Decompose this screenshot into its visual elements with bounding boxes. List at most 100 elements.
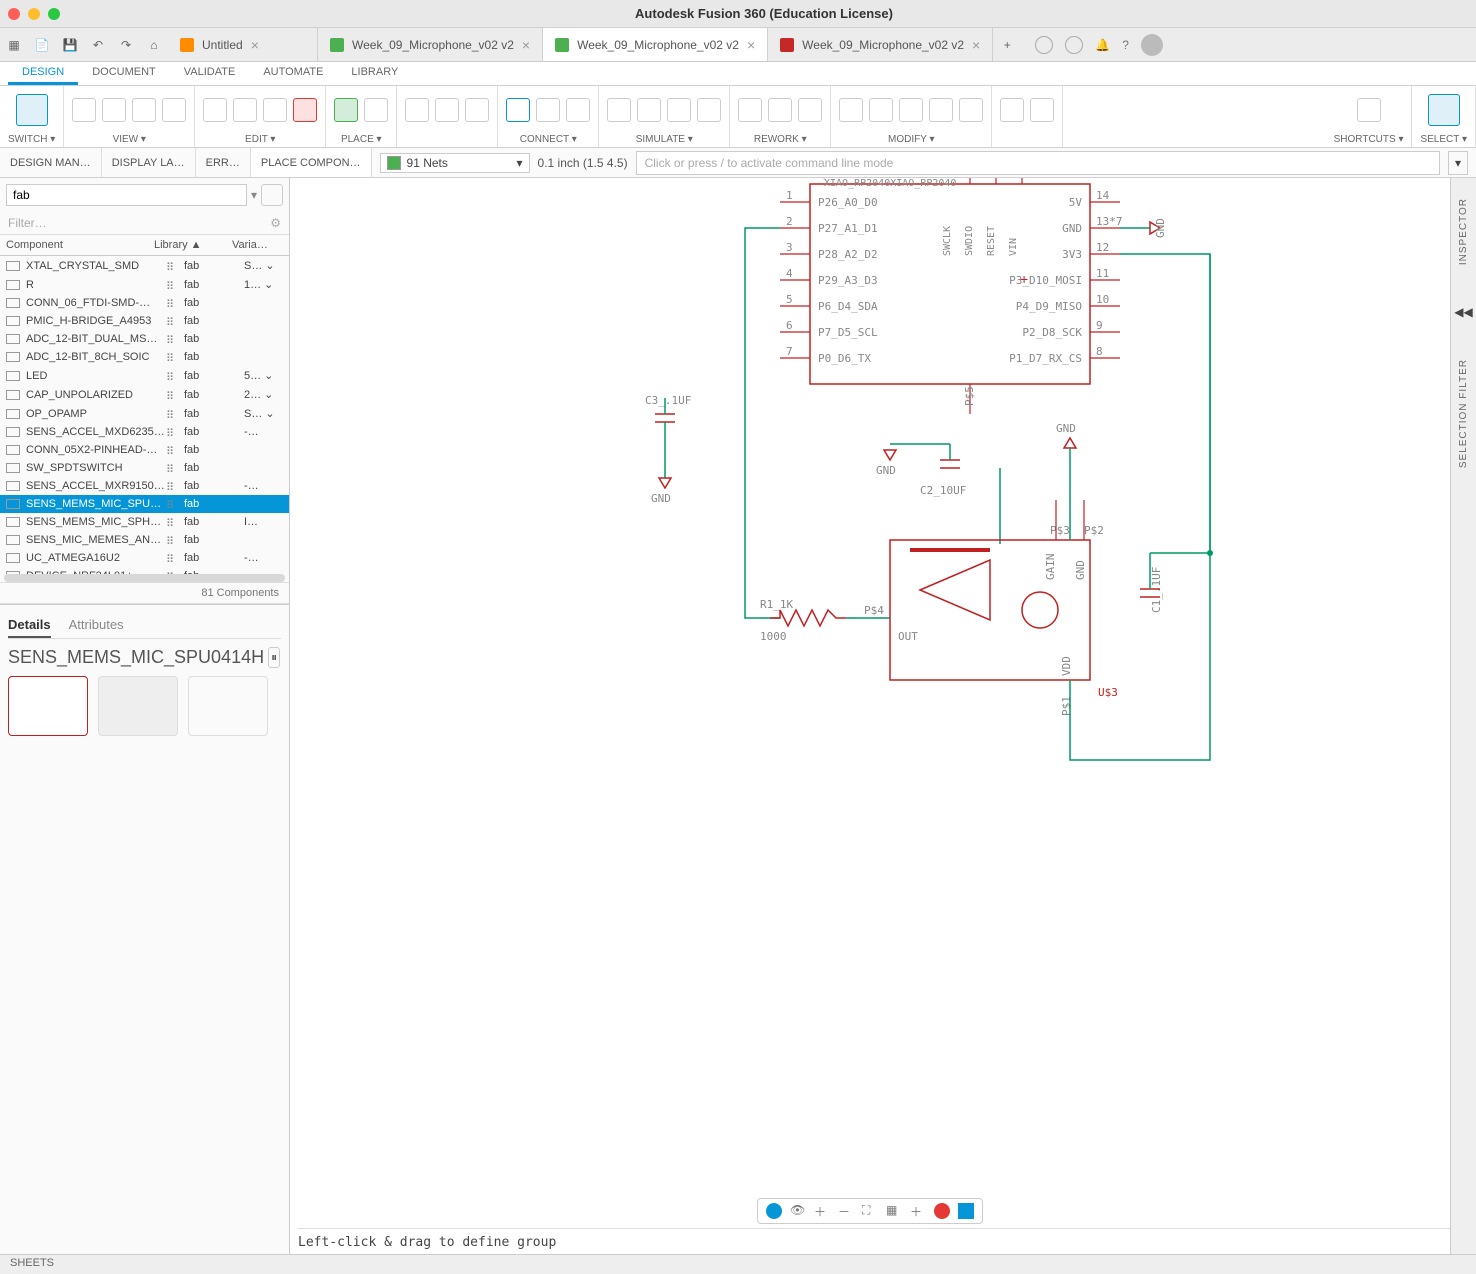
ribbon-tool-icon[interactable] — [132, 98, 156, 122]
home-icon[interactable]: ⌂ — [140, 28, 168, 61]
zoom-out-icon[interactable]: － — [838, 1203, 854, 1219]
ribbon-tool-icon[interactable] — [1000, 98, 1024, 122]
ribbon-tool-icon[interactable] — [697, 98, 721, 122]
window-controls[interactable] — [8, 8, 60, 20]
ribbon-tool-icon[interactable] — [798, 98, 822, 122]
ribbon-group-label[interactable]: PLACE ▾ — [341, 134, 382, 145]
component-table-header[interactable]: Component Library ▲ Varia… — [0, 235, 289, 256]
horizontal-scrollbar[interactable] — [4, 574, 285, 582]
extensions-icon[interactable] — [1035, 36, 1053, 54]
ribbon-tool-icon[interactable] — [203, 98, 227, 122]
subtab-place-components[interactable]: PLACE COMPON… — [251, 148, 372, 177]
close-icon[interactable] — [8, 8, 20, 20]
component-row[interactable]: SW_SPDTSWITCH ⠿ fab — [0, 459, 289, 477]
ribbon-tool-icon[interactable] — [162, 98, 186, 122]
notifications-icon[interactable]: 🔔 — [1095, 38, 1110, 52]
inspector-panel[interactable]: INSPECTOR — [1458, 198, 1469, 265]
ribbon-group-label[interactable]: SWITCH ▾ — [8, 134, 55, 145]
ribbon-group-label[interactable]: SIMULATE ▾ — [636, 134, 693, 145]
attributes-tab[interactable]: Attributes — [69, 613, 124, 638]
ribbon-tool-icon[interactable] — [1428, 94, 1460, 126]
tab-close-icon[interactable]: × — [747, 37, 755, 53]
filter-settings-icon[interactable]: ⚙ — [270, 216, 281, 230]
command-line[interactable]: Click or press / to activate command lin… — [636, 151, 1440, 175]
subtab-design-manager[interactable]: DESIGN MAN… — [0, 148, 102, 177]
component-row[interactable]: OP_OPAMP ⠿ fab S… ⌄ — [0, 404, 289, 423]
minimize-icon[interactable] — [28, 8, 40, 20]
stop-icon[interactable] — [934, 1203, 950, 1219]
ribbon-tool-icon[interactable] — [839, 98, 863, 122]
ribbon-tool-icon[interactable] — [869, 98, 893, 122]
ribbon-tool-icon[interactable] — [465, 98, 489, 122]
ribbon-tool-icon[interactable] — [929, 98, 953, 122]
ribbon-tool-icon[interactable] — [334, 98, 358, 122]
sheets-label[interactable]: SHEETS — [10, 1257, 54, 1269]
ribbon-group-label[interactable]: SELECT ▾ — [1420, 134, 1467, 145]
ribbon-tool-icon[interactable] — [364, 98, 388, 122]
help-icon[interactable]: ? — [1122, 38, 1129, 52]
component-row[interactable]: CONN_05X2-PINHEAD-… ⠿ fab — [0, 441, 289, 459]
new-tab-icon[interactable]: + — [993, 28, 1021, 61]
ribbon-tool-icon[interactable] — [102, 98, 126, 122]
save-icon[interactable]: 💾 — [56, 28, 84, 61]
ribbon-group-label[interactable]: SHORTCUTS ▾ — [1334, 134, 1404, 145]
maximize-icon[interactable] — [48, 8, 60, 20]
ribbon-tool-icon[interactable] — [899, 98, 923, 122]
select-icon[interactable] — [958, 1203, 974, 1219]
crosshair-icon[interactable]: ＋ — [910, 1203, 926, 1219]
menu-library[interactable]: LIBRARY — [337, 62, 412, 85]
ribbon-tool-icon[interactable] — [768, 98, 792, 122]
component-row[interactable]: LED ⠿ fab 5… ⌄ — [0, 366, 289, 385]
footprint-preview[interactable] — [98, 676, 178, 736]
component-row[interactable]: SENS_MEMS_MIC_SPU… ⠿ fab — [0, 495, 289, 513]
visibility-icon[interactable]: 👁 — [790, 1203, 806, 1219]
3d-preview[interactable] — [188, 676, 268, 736]
subtab-errors[interactable]: ERR… — [196, 148, 251, 177]
component-row[interactable]: SENS_MIC_MEMES_ANA… ⠿ fab — [0, 531, 289, 549]
tab-close-icon[interactable]: × — [972, 37, 980, 53]
zoom-fit-icon[interactable]: ⛶ — [862, 1203, 878, 1219]
col-component[interactable]: Component — [0, 235, 148, 255]
ribbon-tool-icon[interactable] — [72, 98, 96, 122]
doc-tab-1[interactable]: Week_09_Microphone_v02 v2 × — [318, 28, 543, 61]
component-row[interactable]: SENS_ACCEL_MXR9150… ⠿ fab -… — [0, 477, 289, 495]
ribbon-group-label[interactable]: EDIT ▾ — [245, 134, 275, 145]
ribbon-tool-icon[interactable] — [435, 98, 459, 122]
component-row[interactable]: R ⠿ fab 1… ⌄ — [0, 275, 289, 294]
undo-icon[interactable]: ↶ — [84, 28, 112, 61]
details-tab[interactable]: Details — [8, 613, 51, 638]
component-row[interactable]: CONN_06_FTDI-SMD-… ⠿ fab — [0, 294, 289, 312]
grid-icon[interactable]: ▦ — [886, 1203, 902, 1219]
ribbon-tool-icon[interactable] — [738, 98, 762, 122]
ribbon-tool-icon[interactable] — [536, 98, 560, 122]
component-row[interactable]: XTAL_CRYSTAL_SMD ⠿ fab S… ⌄ — [0, 256, 289, 275]
menu-design[interactable]: DESIGN — [8, 62, 78, 85]
menu-document[interactable]: DOCUMENT — [78, 62, 170, 85]
net-selector[interactable]: 91 Nets ▾ — [380, 153, 530, 173]
filter-input[interactable]: Filter… ⚙ — [0, 212, 289, 235]
library-browser-button[interactable] — [261, 184, 283, 206]
redo-icon[interactable]: ↷ — [112, 28, 140, 61]
ribbon-tool-icon[interactable] — [233, 98, 257, 122]
ribbon-tool-icon[interactable] — [1030, 98, 1054, 122]
ribbon-tool-icon[interactable] — [506, 98, 530, 122]
zoom-in-icon[interactable]: ＋ — [814, 1203, 830, 1219]
ribbon-group-label[interactable]: MODIFY ▾ — [888, 134, 935, 145]
doc-tab-0[interactable]: Untitled × — [168, 28, 318, 61]
component-row[interactable]: SENS_MEMS_MIC_SPH… ⠿ fab I… — [0, 513, 289, 531]
ribbon-tool-icon[interactable] — [667, 98, 691, 122]
selection-filter-panel[interactable]: SELECTION FILTER — [1458, 359, 1469, 468]
menu-automate[interactable]: AUTOMATE — [249, 62, 337, 85]
avatar[interactable] — [1141, 34, 1163, 56]
ribbon-tool-icon[interactable] — [607, 98, 631, 122]
ribbon-group-label[interactable]: VIEW ▾ — [113, 134, 146, 145]
ribbon-tool-icon[interactable] — [566, 98, 590, 122]
schematic-canvas[interactable]: U$1XIAO_RP2040XIAO_RP20401P26_A0_D02P27_… — [290, 178, 1450, 1254]
pause-icon[interactable]: ⏸ — [268, 647, 280, 668]
info-icon[interactable] — [766, 1203, 782, 1219]
component-row[interactable]: PMIC_H-BRIDGE_A4953 ⠿ fab — [0, 312, 289, 330]
tab-close-icon[interactable]: × — [522, 37, 530, 53]
doc-tab-3[interactable]: Week_09_Microphone_v02 v2 × — [768, 28, 993, 61]
ribbon-group-label[interactable]: REWORK ▾ — [754, 134, 807, 145]
ribbon-tool-icon[interactable] — [16, 94, 48, 126]
